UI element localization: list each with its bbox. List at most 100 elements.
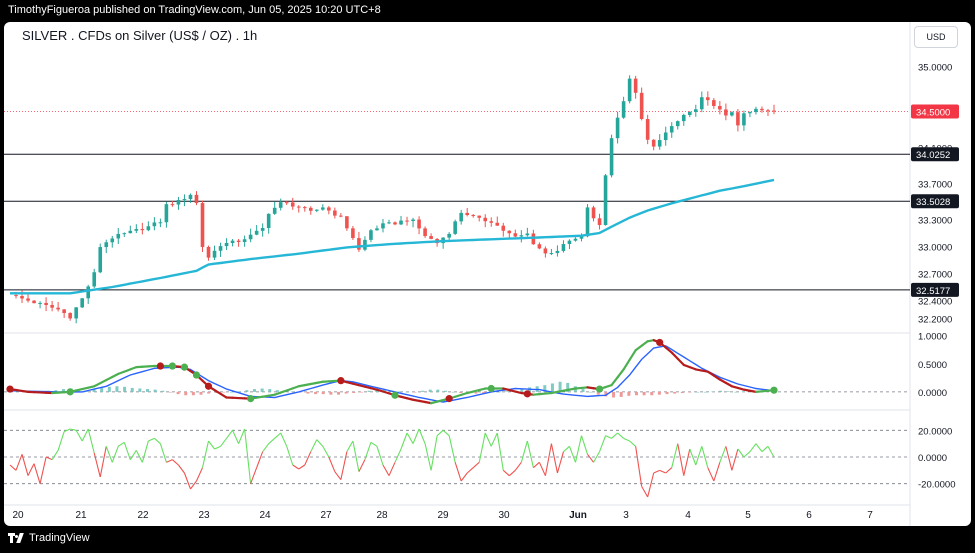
rsi-segment: [580, 435, 589, 455]
candle-body: [387, 222, 391, 224]
osc-histogram-bar: [482, 391, 486, 394]
rsi-segment: [743, 451, 751, 458]
candle-body: [164, 204, 169, 223]
osc-crossover-marker: [337, 377, 345, 385]
candle-body: [555, 250, 560, 254]
rsi-segment: [45, 456, 53, 461]
rsi-segment: [719, 446, 727, 463]
osc-histogram-bar: [176, 391, 180, 395]
osc-histogram-bar: [665, 391, 669, 395]
time-axis-label: 5: [745, 510, 751, 521]
rsi-segment: [238, 428, 246, 444]
osc-histogram-bar: [428, 389, 432, 392]
candle-body: [308, 207, 313, 211]
candle-body: [645, 119, 650, 140]
price-tick-label: 35.0000: [918, 63, 952, 74]
rsi-segment: [346, 440, 354, 452]
currency-button[interactable]: USD: [914, 26, 958, 48]
candle-body: [603, 175, 608, 226]
osc-histogram-bar: [314, 391, 318, 395]
candle-body: [495, 222, 500, 226]
osc-main-segment: [706, 370, 715, 377]
candle-body: [766, 110, 770, 112]
candle-body: [772, 110, 776, 112]
candle-body: [254, 230, 259, 235]
osc-histogram-bar: [505, 391, 509, 392]
rsi-segment: [370, 441, 378, 447]
rsi-segment: [635, 446, 643, 487]
candle-body: [675, 121, 680, 127]
candle-body: [627, 78, 632, 102]
rsi-segment: [412, 428, 420, 444]
osc-histogram-bar: [520, 389, 524, 392]
candle-body: [633, 78, 638, 93]
candle-body: [363, 239, 367, 250]
candle-body: [760, 108, 764, 111]
candle-body: [110, 238, 115, 243]
osc-histogram-bar: [61, 389, 65, 392]
candle-body: [369, 230, 373, 240]
rsi-segment: [208, 440, 215, 450]
rsi-segment: [617, 432, 624, 439]
osc-histogram-bar: [306, 391, 310, 394]
osc-histogram-bar: [413, 391, 417, 393]
rsi-segment: [755, 443, 763, 452]
candle-body: [706, 97, 710, 101]
osc-histogram-bar: [260, 388, 264, 392]
osc-histogram-bar: [566, 382, 570, 392]
rsi-segment: [593, 451, 601, 463]
candle-body: [134, 229, 139, 231]
candle-body: [170, 204, 175, 206]
candle-body: [333, 210, 337, 216]
rsi-segment: [659, 469, 666, 474]
candle-body: [242, 239, 247, 243]
time-axis-label: 28: [376, 510, 388, 521]
time-axis-label: 24: [259, 510, 271, 521]
time-axis-label: 7: [867, 510, 873, 521]
osc-histogram-bar: [252, 389, 256, 392]
rsi-segment: [105, 446, 113, 463]
rsi-segment: [358, 459, 366, 472]
osc-histogram-bar: [650, 391, 654, 396]
candle-body: [327, 207, 331, 211]
candle-body: [507, 230, 512, 234]
osc-crossover-marker: [770, 386, 778, 394]
time-axis-label: 23: [198, 510, 210, 521]
candle-body: [748, 112, 752, 114]
candle-body: [501, 225, 506, 231]
candle-body: [700, 97, 704, 110]
rsi-segment: [689, 448, 697, 466]
time-axis-label: 6: [806, 510, 812, 521]
rsi-segment: [166, 459, 173, 463]
candle-body: [579, 236, 584, 239]
candle-body: [98, 247, 103, 273]
rsi-segment: [514, 462, 522, 471]
osc-histogram-bar: [184, 391, 188, 396]
rsi-segment: [172, 459, 179, 466]
candle-body: [218, 246, 223, 251]
rsi-segment: [605, 435, 612, 439]
osc-main-segment: [628, 349, 637, 361]
rsi-segment: [436, 429, 444, 437]
osc-main-segment: [213, 388, 222, 395]
candle-body: [483, 217, 488, 222]
osc-main-segment: [676, 357, 685, 367]
candle-body: [92, 272, 97, 287]
osc-crossover-marker: [168, 362, 177, 370]
tradingview-logo-icon: [8, 533, 24, 543]
candle-body: [62, 309, 66, 314]
osc-histogram-bar: [405, 391, 409, 393]
osc-histogram-bar: [352, 391, 356, 394]
candle-body: [489, 221, 494, 223]
chart-canvas[interactable]: 35.000034.100033.700033.300033.000032.70…: [4, 22, 971, 526]
osc-histogram-bar: [436, 389, 440, 392]
candle-body: [68, 313, 72, 319]
osc-main-segment: [712, 374, 721, 381]
rsi-segment: [63, 428, 71, 433]
candle-body: [188, 194, 193, 200]
candle-body: [200, 203, 205, 247]
rsi-segment: [340, 451, 348, 480]
osc-main-segment: [724, 381, 733, 388]
osc-histogram-bar: [54, 390, 58, 392]
candle-body: [345, 216, 349, 229]
